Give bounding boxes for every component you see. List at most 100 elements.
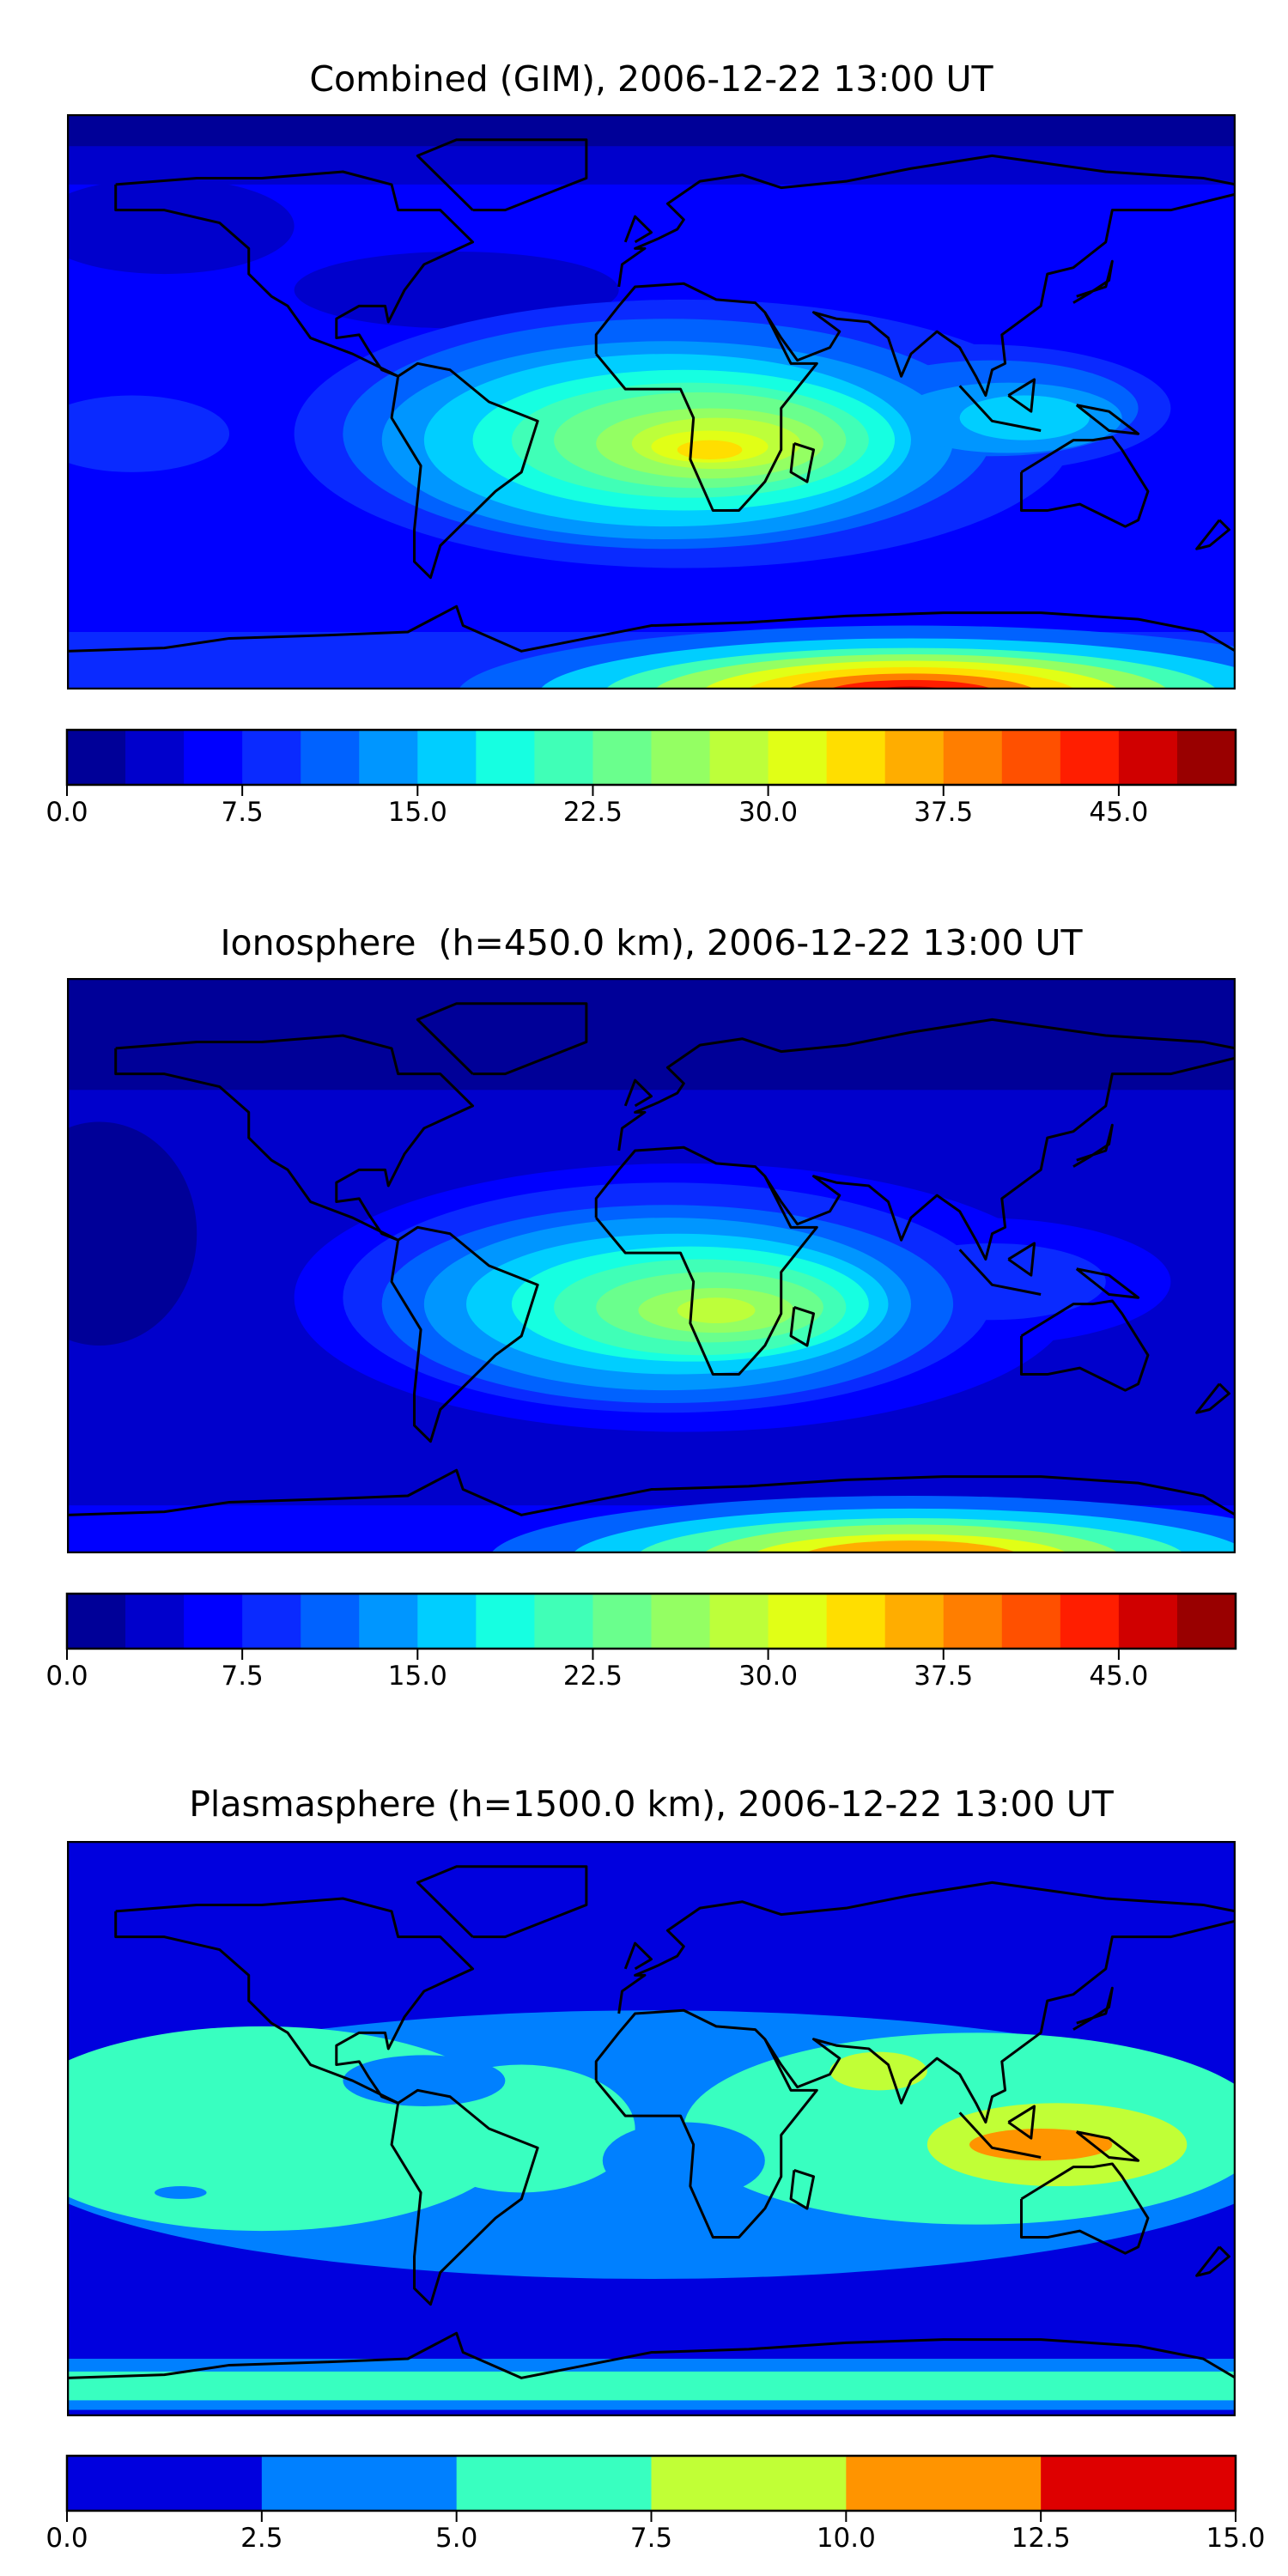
colorbar-frame — [65, 728, 1237, 787]
coastline — [1019, 1299, 1150, 1392]
map-frame — [67, 1841, 1236, 2416]
colorbar-tick-label: 10.0 — [816, 2523, 876, 2554]
map-plasmasphere — [67, 1841, 1236, 2416]
contour-region — [67, 114, 1236, 147]
coastline — [623, 1941, 653, 1971]
coastline — [594, 2008, 818, 2239]
colorbar-tick-label: 15.0 — [387, 1661, 447, 1692]
contour-region — [67, 2371, 1236, 2401]
colorbar-segment — [943, 730, 1003, 785]
contour-region — [959, 395, 1090, 440]
colorbar-segment — [1001, 730, 1061, 785]
colorbar-tick-label: 0.0 — [46, 797, 88, 828]
coastline — [1072, 259, 1114, 304]
colorbar-segment — [184, 730, 243, 785]
colorbar-segment — [1176, 1594, 1236, 1649]
colorbar-tick-label: 30.0 — [738, 1661, 799, 1692]
contour-fill-layer — [67, 114, 1236, 690]
contour-region — [67, 978, 1236, 1091]
coastline — [67, 1468, 1236, 1516]
coastline — [958, 2111, 1042, 2159]
colorbar-segment — [709, 730, 769, 785]
contour-region — [804, 1540, 1018, 1553]
coastline — [114, 1897, 475, 2105]
colorbar-tick-label: 7.5 — [221, 797, 264, 828]
colorbar-segment — [359, 730, 418, 785]
contour-region — [827, 679, 994, 690]
coastline — [416, 1865, 588, 1939]
coastline — [1075, 404, 1140, 435]
colorbar-segment — [417, 730, 477, 785]
colorbar-tick-label: 7.5 — [221, 1661, 264, 1692]
contour-fill-layer — [67, 978, 1236, 1553]
coastline — [1195, 2245, 1230, 2277]
colorbar-segment — [184, 1594, 243, 1649]
contour-region — [343, 2055, 506, 2106]
colorbar-segment — [651, 2456, 847, 2511]
colorbar-segment — [943, 1594, 1003, 1649]
colorbar-segment — [476, 730, 535, 785]
coastline — [1019, 435, 1150, 528]
coastline — [1019, 2162, 1150, 2255]
coastline — [1195, 1382, 1230, 1414]
colorbar-segment — [1118, 1594, 1178, 1649]
colorbar-segment — [261, 2456, 458, 2511]
coastline — [594, 282, 818, 513]
colorbar-segment — [359, 1594, 418, 1649]
coastline — [958, 1249, 1042, 1296]
map-frame — [67, 114, 1236, 690]
coastline — [67, 605, 1236, 653]
colorbar-tick-label: 37.5 — [914, 797, 974, 828]
colorbar-segment — [592, 730, 652, 785]
coastline — [1007, 1242, 1036, 1277]
colorbar-frame — [65, 1592, 1237, 1650]
chart-title: Ionosphere (h=450.0 km), 2006-12-22 13:0… — [220, 922, 1083, 963]
coastline — [1195, 519, 1230, 550]
coastline — [1075, 2130, 1140, 2162]
coastline — [114, 170, 475, 378]
colorbar-segment — [67, 1594, 126, 1649]
contour-region — [67, 395, 229, 472]
coastline — [67, 2331, 1236, 2379]
coastline — [623, 215, 653, 244]
colorbar-segment — [768, 1594, 828, 1649]
coastline — [1072, 1123, 1114, 1168]
coastline — [390, 2088, 539, 2306]
coastline — [789, 441, 816, 483]
colorbar-tick-label: 45.0 — [1089, 797, 1149, 828]
colorbar-segment — [301, 1594, 360, 1649]
colorbar-segment — [125, 1594, 185, 1649]
colorbar-ionosphere: 0.0 7.5 15.0 22.5 30.0 37.5 45.0 — [46, 1592, 1237, 1692]
coastline — [789, 1305, 816, 1347]
colorbar-segment — [417, 1594, 477, 1649]
colorbar-segment — [651, 1594, 711, 1649]
colorbar-segment — [242, 1594, 301, 1649]
colorbar-segment — [884, 1594, 945, 1649]
coastline — [594, 1145, 818, 1376]
colorbar-tick-label: 0.0 — [46, 1661, 88, 1692]
contour-region — [602, 2122, 765, 2199]
colorbar-segment — [846, 2456, 1042, 2511]
coastline — [1072, 1986, 1114, 2031]
coastline — [1007, 2105, 1036, 2140]
colorbar-segment — [884, 730, 945, 785]
colorbar-segment — [534, 730, 593, 785]
colorbar-segment — [1060, 730, 1120, 785]
coastline — [1007, 378, 1036, 413]
contour-region — [294, 252, 619, 329]
colorbar-tick-label: 12.5 — [1011, 2523, 1071, 2554]
coastline — [416, 1002, 588, 1076]
coastline — [617, 1018, 1236, 1151]
colorbar-plasmasphere: 0.0 2.5 5.0 7.5 10.0 12.5 15.0 — [46, 2454, 1266, 2554]
colorbar-segment — [651, 730, 711, 785]
coastline — [763, 192, 1236, 398]
colorbar-tick-label: 37.5 — [914, 1661, 974, 1692]
contour-region — [677, 1297, 756, 1323]
colorbar-tick-label: 2.5 — [240, 2523, 283, 2554]
colorbar-segment — [67, 730, 126, 785]
colorbar-segment — [1176, 730, 1236, 785]
map-frame — [67, 978, 1236, 1553]
coastline — [763, 1919, 1236, 2124]
colorbar-segment — [709, 1594, 769, 1649]
coastline — [958, 385, 1042, 432]
